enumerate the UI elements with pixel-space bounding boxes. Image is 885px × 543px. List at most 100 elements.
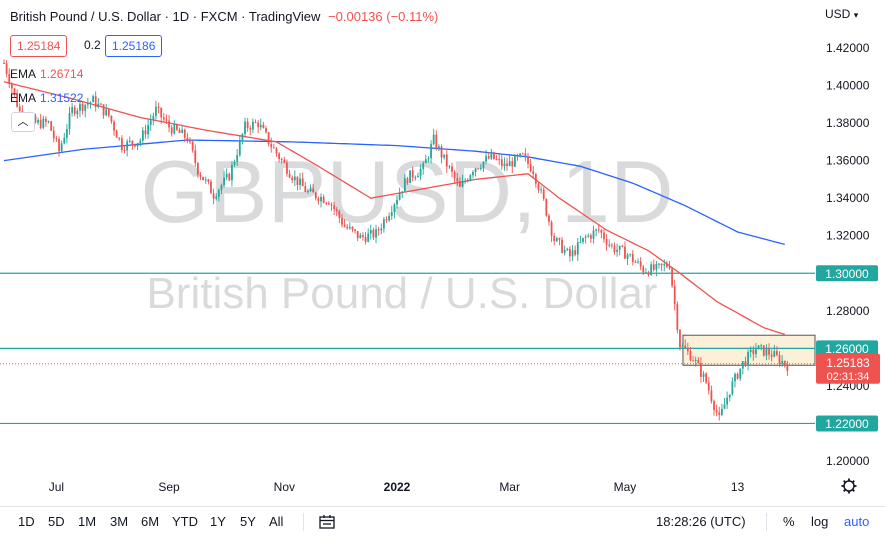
bar-countdown: 02:31:34 <box>827 371 870 383</box>
timeframe-1y[interactable]: 1Y <box>210 514 226 529</box>
timeframe-3m[interactable]: 3M <box>110 514 129 529</box>
candle-body <box>697 359 700 364</box>
spread-value: 0.2 <box>84 38 101 52</box>
candle-body <box>94 96 97 107</box>
candle-body <box>668 266 671 269</box>
settings-icon[interactable] <box>841 478 857 494</box>
symbol-title[interactable]: British Pound / U.S. Dollar · 1D · FXCM … <box>10 9 321 24</box>
candle-body <box>734 373 736 382</box>
candle-body <box>647 272 650 275</box>
candle-body <box>472 171 474 176</box>
candle-body <box>514 155 516 167</box>
candle-body <box>731 381 734 395</box>
candle-body <box>100 103 102 105</box>
candle-body <box>212 193 215 199</box>
candle-body <box>786 364 789 371</box>
candle-body <box>563 249 566 253</box>
candle-body <box>529 163 532 172</box>
candle-body <box>589 235 592 239</box>
candle-body <box>681 345 684 348</box>
timeframe-ytd[interactable]: YTD <box>172 514 198 529</box>
candle-body <box>676 304 679 330</box>
candle-body <box>718 412 721 415</box>
candle-body <box>10 84 13 89</box>
candle-body <box>411 170 414 178</box>
candle-body <box>686 348 689 352</box>
auto-scale-toggle[interactable]: auto <box>844 514 870 529</box>
candle-body <box>403 178 406 192</box>
candle-body <box>613 245 616 252</box>
price-tick-label: 1.28000 <box>826 304 870 318</box>
candle-body <box>168 120 170 128</box>
timeframe-5y[interactable]: 5Y <box>240 514 256 529</box>
candle-body <box>160 107 163 118</box>
log-scale-toggle[interactable]: log <box>811 514 829 529</box>
candle-body <box>762 345 765 356</box>
candle-body <box>217 189 220 197</box>
time-tick-label: Sep <box>158 480 180 494</box>
time-tick-label: 13 <box>731 480 745 494</box>
candle-body <box>726 397 729 405</box>
candle-body <box>134 143 136 147</box>
sell-button[interactable]: 1.25184 <box>10 35 68 57</box>
ema-short-value: 1.26714 <box>40 67 84 81</box>
candle-body <box>597 229 600 231</box>
candle-body <box>778 355 781 364</box>
ema-long-legend[interactable]: EMA 1.31522 <box>10 91 83 105</box>
collapse-legend-button[interactable]: ︿ <box>11 112 35 132</box>
candle-body <box>595 229 598 231</box>
candle-body <box>576 242 579 255</box>
candle-body <box>107 109 110 116</box>
candle-body <box>398 193 401 200</box>
candle-body <box>380 228 383 231</box>
candle-body <box>710 390 713 402</box>
timeframe-1m[interactable]: 1M <box>78 514 97 529</box>
candle-body <box>301 178 304 187</box>
candle-body <box>458 181 461 187</box>
utc-clock[interactable]: 18:28:26 (UTC) <box>656 514 746 529</box>
candle-body <box>351 226 354 230</box>
candle-body <box>372 229 375 238</box>
candle-body <box>338 211 341 218</box>
candle-body <box>671 268 673 286</box>
ema-short-legend[interactable]: EMA 1.26714 <box>10 67 83 81</box>
candle-body <box>79 103 81 111</box>
candle-body <box>356 230 359 239</box>
date-range-button[interactable] <box>318 514 336 533</box>
candle-body <box>330 204 333 206</box>
ema-short-path <box>3 81 785 336</box>
candle-body <box>118 137 121 139</box>
toolbar-divider <box>766 513 767 531</box>
timeframe-5d[interactable]: 5D <box>48 514 65 529</box>
candle-body <box>375 229 377 238</box>
candle-body <box>571 250 574 257</box>
candle-body <box>291 177 294 181</box>
buy-button[interactable]: 1.25186 <box>105 35 163 57</box>
candle-body <box>283 159 286 163</box>
candle-body <box>388 215 391 221</box>
candle-body <box>645 272 647 274</box>
candle-body <box>550 221 553 236</box>
candle-body <box>128 140 131 142</box>
candle-body <box>393 204 396 213</box>
currency-selector[interactable]: USD ▾ <box>825 7 858 21</box>
percent-scale-toggle[interactable]: % <box>783 514 795 529</box>
candle-body <box>684 345 687 349</box>
candle-body <box>92 96 94 103</box>
candle-body <box>16 93 18 107</box>
timeframe-all[interactable]: All <box>269 514 284 529</box>
candle-body <box>8 74 11 85</box>
candle-body <box>776 351 778 356</box>
ema-short-label: EMA <box>10 67 37 81</box>
candle-body <box>665 264 668 267</box>
candle-body <box>566 248 569 250</box>
candle-body <box>760 345 763 347</box>
candle-body <box>73 107 76 115</box>
ema-long-label: EMA <box>10 91 37 105</box>
timeframe-6m[interactable]: 6M <box>141 514 160 529</box>
candle-body <box>561 239 563 253</box>
price-tick-label: 1.34000 <box>826 191 870 205</box>
zone-rect <box>682 334 816 366</box>
timeframe-1d[interactable]: 1D <box>18 514 35 529</box>
